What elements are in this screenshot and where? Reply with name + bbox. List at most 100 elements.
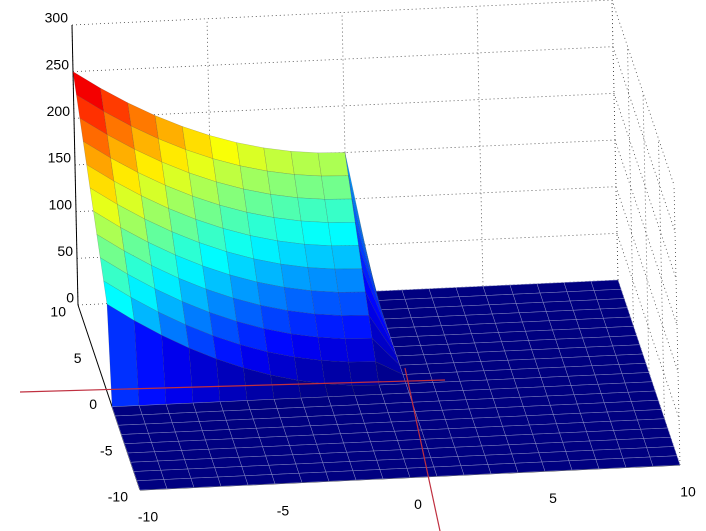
surface-cell [450, 351, 482, 364]
surface-cell [501, 340, 533, 352]
surface-cell [510, 367, 542, 380]
surface-cell [576, 317, 607, 330]
surface-cell [325, 470, 357, 482]
surface-cell [513, 377, 545, 389]
grid-line [73, 92, 615, 119]
surface-cell [586, 430, 618, 442]
surface-cell [249, 408, 281, 420]
surface-cell [317, 152, 349, 177]
surface-cell [585, 345, 617, 357]
surface-cell [540, 375, 572, 388]
surface-cell [198, 419, 230, 432]
surface-cell [563, 280, 595, 293]
surface-cell [535, 441, 567, 454]
x-tick-label: -10 [138, 509, 158, 525]
surface-cell [351, 384, 383, 396]
surface-cell [384, 401, 416, 414]
surface-cell [599, 307, 631, 319]
surface-cell [214, 466, 246, 478]
surface-cell [341, 315, 373, 339]
surface-cell [448, 427, 479, 439]
grid-line [611, 0, 675, 186]
grid-line [642, 92, 650, 373]
surface-cell [187, 467, 219, 479]
surface-cell [616, 438, 648, 450]
surface-cell [205, 438, 236, 450]
surface-cell [133, 469, 165, 482]
surface-cell [225, 418, 257, 430]
surface-cell [538, 451, 570, 463]
surface-cell [621, 372, 653, 384]
surface-cell [273, 397, 305, 409]
surface-cell [432, 380, 464, 393]
grid-line [613, 93, 677, 279]
surface-cell [434, 305, 466, 317]
surface-cell [160, 468, 192, 480]
surface-cell [345, 338, 376, 363]
surface-cell [380, 308, 412, 320]
surface-cell [541, 460, 573, 472]
surface-cell [573, 393, 605, 405]
surface-cell [367, 430, 398, 443]
surface-cell [488, 303, 520, 315]
surface-cell [330, 404, 362, 416]
surface-cell [507, 358, 539, 370]
surface [72, 71, 681, 491]
surface-cell [612, 344, 644, 356]
surface-cell [489, 387, 521, 399]
surface-cell [512, 292, 544, 304]
surface-cell [482, 284, 514, 296]
surface-cell [487, 462, 519, 475]
surface-cell [364, 421, 395, 433]
surface-cell [618, 362, 650, 375]
surface-cell [561, 356, 593, 368]
surface-cell [202, 429, 233, 441]
grid-line [673, 184, 681, 466]
surface-cell [328, 222, 359, 246]
surface-cell [570, 383, 602, 396]
surface-cell [499, 415, 530, 427]
surface-cell [465, 398, 497, 410]
surface-cell [407, 306, 439, 319]
surface-cell [509, 283, 541, 295]
surface-cell [300, 220, 332, 246]
surface-cell [423, 353, 455, 365]
surface-cell [455, 285, 487, 298]
surface-cell [447, 342, 479, 354]
surface-cell [458, 295, 490, 307]
surface-cell [277, 240, 309, 268]
surface-cell [381, 392, 413, 404]
surface-cell [421, 428, 452, 440]
surface-cell [478, 435, 510, 447]
surface-cell [522, 320, 553, 332]
surface-cell [588, 354, 620, 367]
surface-cell [411, 400, 443, 412]
surface-cell [460, 464, 492, 476]
surface-cell [148, 431, 179, 443]
surface-cell [417, 334, 448, 346]
surface-cell [582, 336, 614, 348]
surface-cell [539, 291, 571, 303]
surface-cell [590, 279, 622, 291]
surface-cell [459, 379, 491, 391]
surface-cell [565, 449, 597, 462]
surface-cell [481, 444, 513, 456]
surface-cell [352, 469, 384, 481]
surface-cell [492, 396, 524, 409]
surface-cell [464, 313, 496, 325]
surface-cell [515, 301, 547, 314]
surface-cell [130, 460, 162, 472]
surface-cell [567, 374, 599, 386]
surface-cell [572, 308, 604, 320]
surface-cell [430, 456, 462, 468]
surface-cell [589, 439, 621, 451]
surface-cell [138, 403, 170, 416]
surface-cell [283, 425, 314, 437]
surface-cell [379, 467, 411, 480]
surface-cell [531, 348, 563, 360]
surface-cell [324, 383, 356, 397]
surface-cell [314, 313, 346, 339]
surface-cell [300, 396, 332, 408]
surface-cell [127, 451, 159, 463]
